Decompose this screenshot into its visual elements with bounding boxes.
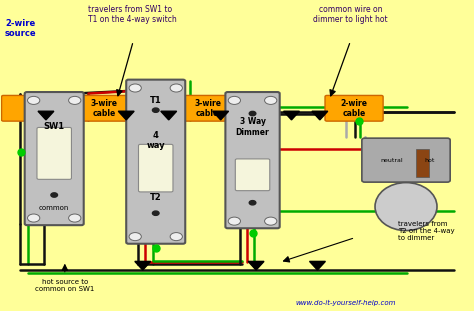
Circle shape	[27, 96, 40, 104]
Polygon shape	[283, 111, 300, 120]
Circle shape	[27, 214, 40, 222]
Circle shape	[249, 111, 256, 116]
Bar	[416, 149, 429, 177]
Text: hot source to
common on SW1: hot source to common on SW1	[35, 279, 94, 292]
Circle shape	[249, 201, 256, 205]
Text: 3-wire
cable: 3-wire cable	[90, 99, 117, 118]
FancyBboxPatch shape	[1, 95, 36, 121]
FancyBboxPatch shape	[138, 144, 173, 192]
Text: T1: T1	[150, 96, 162, 105]
FancyBboxPatch shape	[25, 92, 84, 225]
Polygon shape	[213, 111, 228, 120]
Circle shape	[170, 84, 182, 92]
Text: SW1: SW1	[44, 122, 65, 131]
Text: 3-wire
cable: 3-wire cable	[194, 99, 221, 118]
Polygon shape	[310, 261, 326, 270]
Polygon shape	[161, 111, 177, 120]
Circle shape	[129, 84, 141, 92]
Circle shape	[129, 233, 141, 241]
FancyBboxPatch shape	[126, 80, 185, 244]
FancyBboxPatch shape	[225, 92, 280, 228]
Text: travelers from SW1 to
T1 on the 4-way switch: travelers from SW1 to T1 on the 4-way sw…	[89, 5, 177, 24]
Text: 2-wire
cable: 2-wire cable	[340, 99, 367, 118]
FancyBboxPatch shape	[235, 159, 270, 191]
Text: T2: T2	[150, 193, 162, 202]
Polygon shape	[118, 111, 134, 120]
Circle shape	[69, 96, 81, 104]
Circle shape	[51, 193, 57, 197]
Text: 4
way: 4 way	[146, 131, 165, 151]
Polygon shape	[38, 111, 54, 120]
Circle shape	[153, 108, 159, 112]
Circle shape	[264, 217, 277, 225]
Text: www.do-it-yourself-help.com: www.do-it-yourself-help.com	[296, 299, 396, 306]
Text: common wire on
dimmer to light hot: common wire on dimmer to light hot	[313, 5, 388, 24]
FancyBboxPatch shape	[325, 95, 383, 121]
Text: hot: hot	[424, 158, 434, 163]
Text: neutral: neutral	[381, 158, 403, 163]
Text: 2-wire
source: 2-wire source	[5, 19, 36, 38]
Text: common: common	[39, 205, 69, 211]
Polygon shape	[312, 111, 328, 120]
FancyBboxPatch shape	[362, 138, 450, 182]
Circle shape	[153, 211, 159, 216]
Polygon shape	[135, 261, 151, 270]
Circle shape	[69, 214, 81, 222]
Text: travelers from
T2 on the 4-way
to dimmer: travelers from T2 on the 4-way to dimmer	[398, 221, 455, 241]
Circle shape	[228, 96, 240, 104]
Text: 3 Way
Dimmer: 3 Way Dimmer	[236, 117, 269, 137]
FancyBboxPatch shape	[174, 95, 241, 121]
FancyBboxPatch shape	[37, 128, 72, 179]
Ellipse shape	[375, 183, 437, 230]
Circle shape	[170, 233, 182, 241]
Circle shape	[228, 217, 240, 225]
Circle shape	[264, 96, 277, 104]
FancyBboxPatch shape	[63, 95, 145, 121]
Polygon shape	[248, 261, 264, 270]
